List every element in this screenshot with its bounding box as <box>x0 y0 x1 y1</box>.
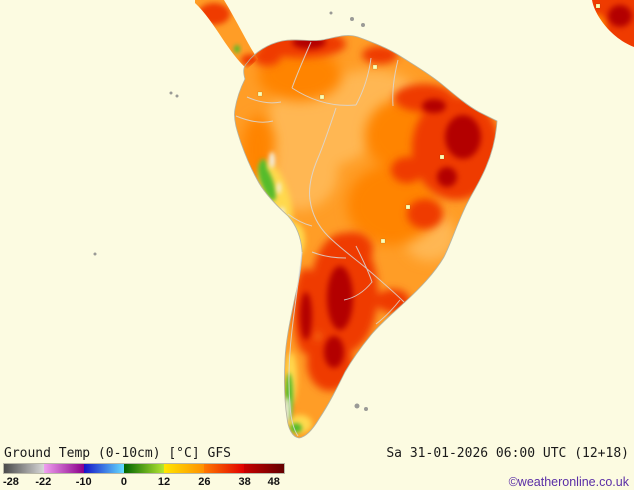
legend-segment <box>204 464 244 473</box>
legend-tick: 38 <box>238 476 251 488</box>
legend-colorbar <box>3 463 285 474</box>
copyright-link[interactable]: ©weatheronline.co.uk <box>508 475 629 489</box>
legend-tick-labels: -28 -22 -10 0 12 26 38 48 <box>3 476 285 489</box>
country-borders <box>235 41 405 437</box>
station-markers <box>257 3 601 244</box>
islands <box>93 11 368 411</box>
legend-segment <box>124 464 164 473</box>
legend-tick: 12 <box>157 476 171 488</box>
legend-tick: -22 <box>35 476 52 488</box>
legend-tick: -28 <box>3 476 19 488</box>
legend-segment <box>4 464 44 473</box>
map-datetime: Sa 31-01-2026 06:00 UTC (12+18) <box>386 446 629 461</box>
map-title: Ground Temp (0-10cm) [°C] GFS <box>4 446 231 461</box>
coastline <box>234 35 498 439</box>
legend-segment <box>44 464 84 473</box>
legend-tick: 26 <box>198 476 211 488</box>
legend-segment <box>164 464 204 473</box>
south-america-temperature-map <box>93 0 634 439</box>
legend-segment <box>244 464 284 473</box>
legend-segment <box>84 464 124 473</box>
legend-tick: 48 <box>267 476 280 488</box>
legend-tick: -10 <box>75 476 92 488</box>
legend-tick: 0 <box>120 476 128 488</box>
